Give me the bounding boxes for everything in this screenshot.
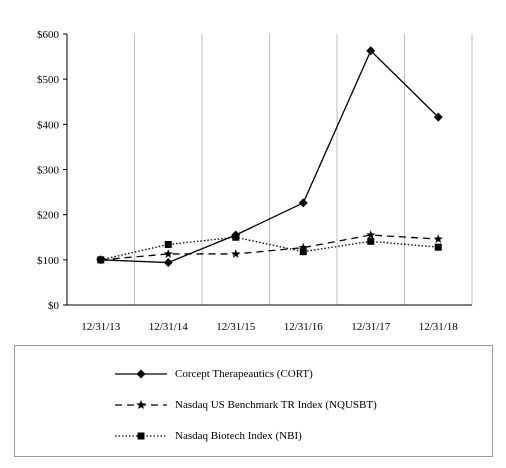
legend-swatch-cort <box>115 369 167 379</box>
x-tick-label: 12/31/16 <box>284 321 324 333</box>
series-line <box>100 234 439 261</box>
data-point-square <box>299 248 307 256</box>
y-tick-label: $500 <box>37 74 60 86</box>
data-point-star <box>433 234 443 243</box>
legend-label-nbi: Nasdaq Biotech Index (NBI) <box>175 430 302 442</box>
data-point-star <box>298 242 308 252</box>
x-tick-labels: 12/31/13 12/31/14 12/31/15 12/31/16 12/31/17… <box>81 321 458 333</box>
legend-item-cort: Corcept Therapeautics (CORT) <box>15 366 492 386</box>
data-point-diamond <box>163 258 173 268</box>
series <box>96 46 443 268</box>
y-tick-label: $400 <box>37 119 60 131</box>
x-tick-label: 12/31/18 <box>419 321 459 333</box>
data-point-star <box>163 249 173 258</box>
data-point-square <box>97 256 105 264</box>
legend-label-nqusbt: Nasdaq US Benchmark TR Index (NQUSBT) <box>175 399 377 411</box>
data-point-square <box>367 237 375 245</box>
data-point-diamond <box>366 46 376 56</box>
legend: Corcept Therapeautics (CORT) Nasdaq US B… <box>14 345 493 457</box>
series-line <box>100 49 439 264</box>
series-nbi <box>97 233 442 264</box>
legend-item-nbi: Nasdaq Biotech Index (NBI) <box>15 428 492 448</box>
gridlines <box>66 34 473 305</box>
legend-swatch-nqusbt <box>115 400 167 410</box>
y-tick-label: $300 <box>37 165 60 177</box>
x-tick-label: 12/31/13 <box>81 321 121 333</box>
data-point-diamond <box>298 198 308 208</box>
legend-label-cort: Corcept Therapeautics (CORT) <box>175 368 313 380</box>
data-point-diamond <box>433 112 443 122</box>
line-chart: $0$100$200$300$400$500$600 12/31/13 12/31… <box>37 29 473 333</box>
y-tick-label: $600 <box>37 29 60 41</box>
y-tick-labels: $0 $100 $200 $300 $400 $500 $600 <box>37 29 67 312</box>
data-point-square <box>434 243 442 251</box>
data-point-square <box>164 240 172 248</box>
data-point-star <box>366 230 376 239</box>
y-tick-label: $200 <box>37 210 60 222</box>
legend-item-nqusbt: Nasdaq US Benchmark TR Index (NQUSBT) <box>15 397 492 417</box>
data-point-square <box>232 233 240 241</box>
data-point-star <box>231 249 241 258</box>
legend-swatch-nbi <box>115 432 167 440</box>
x-tick-label: 12/31/14 <box>149 321 189 333</box>
y-tick-label: $0 <box>48 300 60 312</box>
series-line <box>100 236 439 261</box>
x-tick-label: 12/31/15 <box>216 321 256 333</box>
x-tick-label: 12/31/17 <box>351 321 391 333</box>
y-tick-label: $100 <box>37 255 60 267</box>
